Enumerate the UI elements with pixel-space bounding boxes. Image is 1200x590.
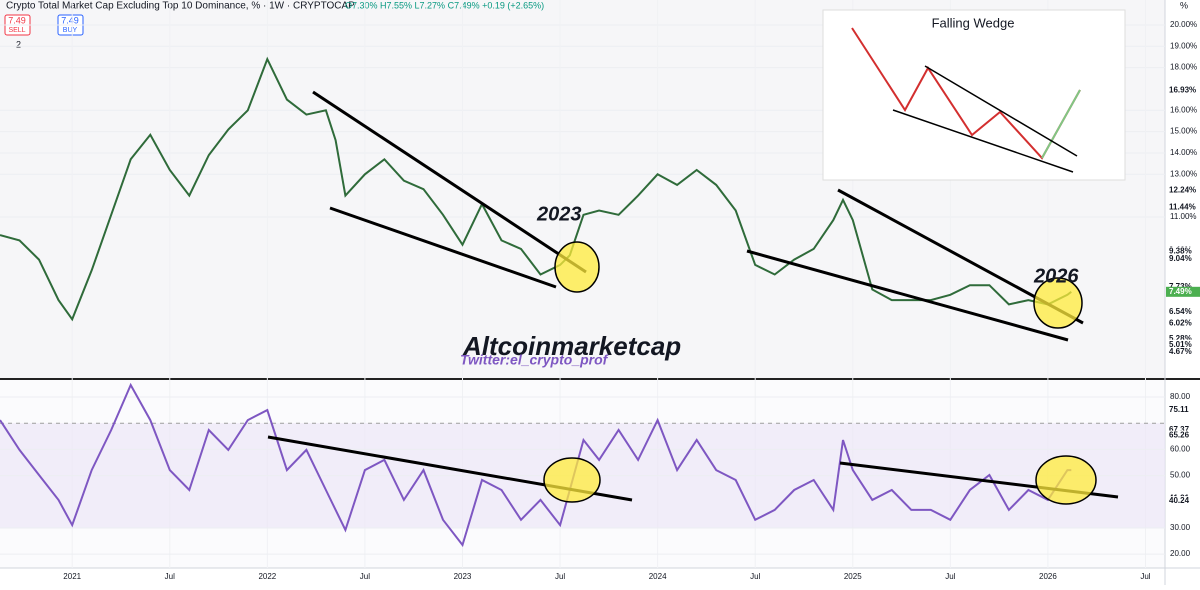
price-badge	[1166, 425, 1200, 436]
y-tick-label: 80.00	[1170, 392, 1191, 401]
price-badge	[1166, 286, 1200, 297]
y-tick-label: 11.00%	[1170, 212, 1197, 221]
sell-label: SELL	[8, 27, 25, 34]
price-badge-label: 16.93%	[1169, 86, 1196, 95]
x-tick-label: 2023	[454, 572, 472, 581]
price-badge	[1166, 333, 1200, 344]
x-tick-label: Jul	[360, 572, 370, 581]
price-badge	[1166, 246, 1200, 257]
price-badge-label: 6.02%	[1169, 318, 1192, 327]
y-tick-label: 15.00%	[1170, 127, 1197, 136]
series-line	[0, 56, 1072, 322]
buy-label: BUY	[63, 27, 78, 34]
highlight-circle	[1035, 455, 1097, 505]
ohlc: O7.30% H7.55% L7.27% C7.49% +0.19 (+2.65…	[345, 0, 544, 10]
y-tick-label: 20.00%	[1170, 20, 1197, 29]
y-tick-label: 18.00%	[1170, 63, 1197, 72]
price-badge-label: 4.67%	[1169, 347, 1192, 356]
y-tick-label: 13.00%	[1170, 169, 1197, 178]
price-badge	[1166, 339, 1200, 350]
price-badge	[1166, 430, 1200, 441]
price-badge-label: 7.73%	[1169, 282, 1192, 291]
price-badge	[1166, 202, 1200, 213]
price-badge-label: 67.37	[1169, 425, 1190, 434]
price-badge-label: 7.49%	[1169, 287, 1192, 296]
price-badge-label: 65.26	[1169, 431, 1190, 440]
countdown: 2d 13h	[1170, 297, 1194, 306]
x-tick-label: 2021	[63, 572, 81, 581]
price-badge	[1166, 346, 1200, 357]
price-badge-label: 11.44%	[1169, 203, 1196, 212]
buy-price: 7.49	[61, 15, 79, 25]
year-annotation: 2023	[536, 203, 582, 225]
x-tick-label: 2024	[649, 572, 667, 581]
y-tick-label: 20.00	[1170, 549, 1191, 558]
x-tick-label: Jul	[750, 572, 760, 581]
price-badge	[1166, 281, 1200, 292]
price-badge-label: 9.38%	[1169, 247, 1192, 256]
layers-count[interactable]: 2	[16, 39, 21, 49]
inset-title: Falling Wedge	[932, 15, 1015, 30]
price-badge	[1166, 496, 1200, 507]
x-tick-label: Jul	[945, 572, 955, 581]
x-tick-label: 2026	[1039, 572, 1057, 581]
inset: Falling Wedge	[822, 9, 1126, 181]
x-tick-label: 2025	[844, 572, 862, 581]
series-line	[0, 382, 1072, 548]
year-annotation: 2026	[1033, 265, 1079, 287]
axis-unit: %	[1180, 0, 1188, 10]
x-tick-label: Jul	[1140, 572, 1150, 581]
chart-title: Crypto Total Market Cap Excluding Top 10…	[6, 1, 355, 12]
price-badge-label: 5.01%	[1169, 340, 1192, 349]
x-tick-label: Jul	[555, 572, 565, 581]
x-tick-label: Jul	[165, 572, 175, 581]
highlight-circle	[554, 241, 600, 293]
price-badge	[1166, 404, 1200, 415]
twitter-handle: Twitter:el_crypto_prof	[460, 352, 609, 368]
price-badge	[1166, 318, 1200, 329]
brand: Altcoinmarketcap	[462, 331, 681, 361]
price-badge	[1166, 307, 1200, 318]
y-tick-label: 30.00	[1170, 523, 1191, 532]
y-tick-label: 14.00%	[1170, 148, 1197, 157]
price-badge	[1166, 253, 1200, 264]
x-tick-label: 2022	[258, 572, 276, 581]
price-badge-label: 5.28%	[1169, 334, 1192, 343]
highlight-circle	[1033, 277, 1083, 329]
price-badge-label: 12.24%	[1169, 186, 1196, 195]
price-badge-label: 9.04%	[1169, 254, 1192, 263]
highlight-circle	[543, 457, 601, 503]
sell-price: 7.49	[8, 15, 26, 25]
price-badge	[1166, 185, 1200, 196]
price-badge-label: 6.54%	[1169, 307, 1192, 316]
price-badge-label: 75.11	[1169, 405, 1189, 414]
y-tick-label: 16.00%	[1170, 105, 1197, 114]
price-badge	[1166, 85, 1200, 96]
y-tick-label: 50.00	[1170, 471, 1191, 480]
y-tick-label: 19.00%	[1170, 41, 1197, 50]
y-tick-label: 60.00	[1170, 444, 1191, 453]
price-badge-label: 40.24	[1169, 496, 1190, 505]
